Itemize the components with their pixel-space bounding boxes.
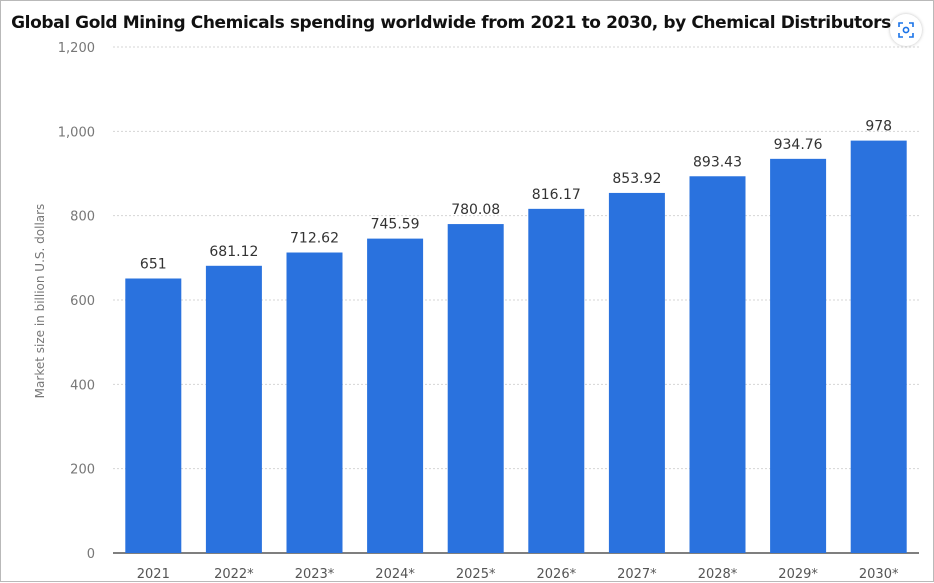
- x-tick-label: 2024*: [375, 567, 415, 582]
- data-label: 745.59: [371, 217, 420, 233]
- y-tick-labels: 0 200 400 600 800 1,000 1,200: [58, 41, 95, 562]
- bar-2021[interactable]: [125, 278, 182, 553]
- x-tick-label: 2025*: [456, 567, 496, 582]
- x-tick-label: 2026*: [537, 567, 577, 582]
- x-tick-label: 2022*: [214, 567, 254, 582]
- data-label: 681.12: [209, 244, 258, 260]
- bars: [125, 140, 907, 554]
- x-tick-labels: 2021 2022* 2023* 2024* 2025* 2026* 2027* 2028* 2…: [137, 567, 899, 582]
- x-tick-label: 2027*: [617, 567, 657, 582]
- bar-2029[interactable]: [770, 158, 827, 553]
- y-axis-title: Market size in billion U.S. dollars: [33, 204, 47, 399]
- bar-2022[interactable]: [205, 265, 262, 553]
- chart-title: Global Gold Mining Chemicals spending wo…: [11, 13, 891, 33]
- bar-2024[interactable]: [367, 238, 424, 553]
- lens-search-icon: [898, 22, 914, 38]
- data-label: 853.92: [612, 171, 661, 187]
- data-labels: 651 681.12 712.62 745.59 780.08 816.17 853.92 8…: [140, 119, 892, 273]
- x-tick-label: 2023*: [295, 567, 335, 582]
- bar-2026[interactable]: [528, 208, 585, 553]
- y-tick-label: 400: [70, 378, 95, 393]
- y-tick-label: 0: [87, 547, 95, 562]
- data-label: 712.62: [290, 231, 339, 247]
- visual-search-button[interactable]: [890, 14, 922, 46]
- y-tick-label: 600: [70, 294, 95, 309]
- x-tick-label: 2028*: [698, 567, 738, 582]
- x-tick-label: 2029*: [778, 567, 818, 582]
- bar-2030[interactable]: [850, 140, 907, 554]
- bar-2023[interactable]: [286, 252, 343, 553]
- data-label: 651: [140, 256, 167, 272]
- bar-2028[interactable]: [689, 176, 746, 553]
- bar-2027[interactable]: [608, 192, 665, 553]
- y-tick-label: 800: [70, 210, 95, 225]
- x-tick-label: 2021: [137, 567, 170, 582]
- y-tick-label: 1,200: [58, 41, 95, 56]
- y-tick-label: 1,000: [58, 125, 95, 140]
- data-label: 934.76: [774, 137, 823, 153]
- data-label: 978: [865, 119, 892, 135]
- x-tick-label: 2030*: [859, 567, 899, 582]
- y-tick-label: 200: [70, 463, 95, 478]
- data-label: 893.43: [693, 154, 742, 170]
- bar-2025[interactable]: [447, 224, 504, 553]
- data-label: 780.08: [451, 202, 500, 218]
- data-label: 816.17: [532, 187, 581, 203]
